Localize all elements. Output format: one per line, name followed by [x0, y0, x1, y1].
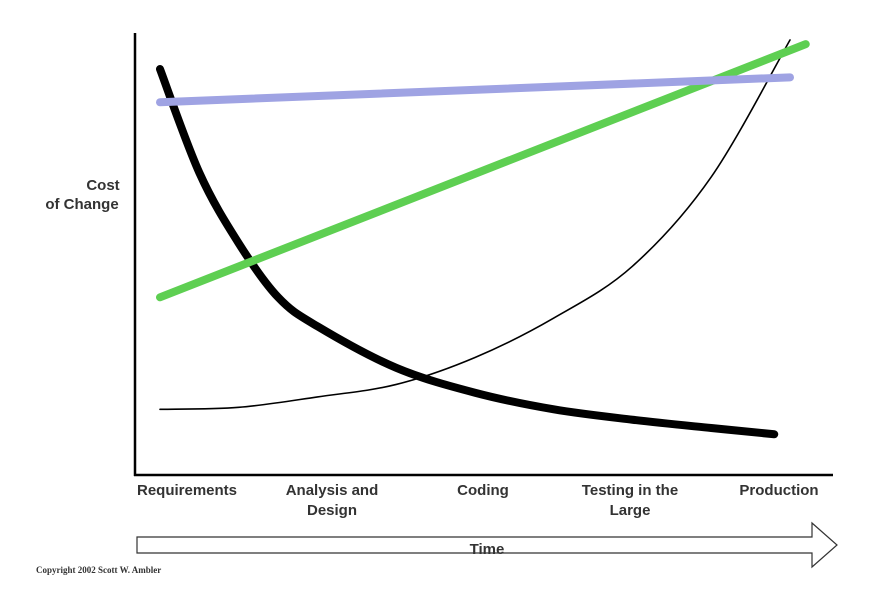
y-axis-label: Cost of Change	[45, 177, 119, 213]
green-series-line	[156, 40, 810, 302]
x-tick-label: Coding	[457, 482, 509, 499]
y-axis-label-line-2: of Change	[45, 196, 118, 213]
time-arrow: Time	[136, 521, 838, 569]
x-tick-label: Analysis and	[286, 482, 379, 499]
x-tick-label: Design	[307, 502, 357, 519]
time-label: Time	[470, 541, 505, 558]
series-layer	[156, 39, 810, 439]
thin-black-series-line	[159, 39, 791, 411]
x-tick-label: Requirements	[137, 482, 237, 499]
blue-series-line	[156, 73, 794, 107]
x-tick-label: Testing in the	[582, 482, 678, 499]
x-tick-label: Large	[610, 502, 651, 519]
x-tick-labels: Requirements Analysis and Design Coding Test…	[137, 482, 819, 519]
y-axis-label-line-1: Cost	[86, 177, 119, 194]
thick-black-series-line	[156, 65, 779, 439]
time-arrow-shape	[136, 521, 838, 569]
x-tick-label: Production	[739, 482, 818, 499]
copyright-text: Copyright 2002 Scott W. Ambler	[36, 565, 161, 575]
